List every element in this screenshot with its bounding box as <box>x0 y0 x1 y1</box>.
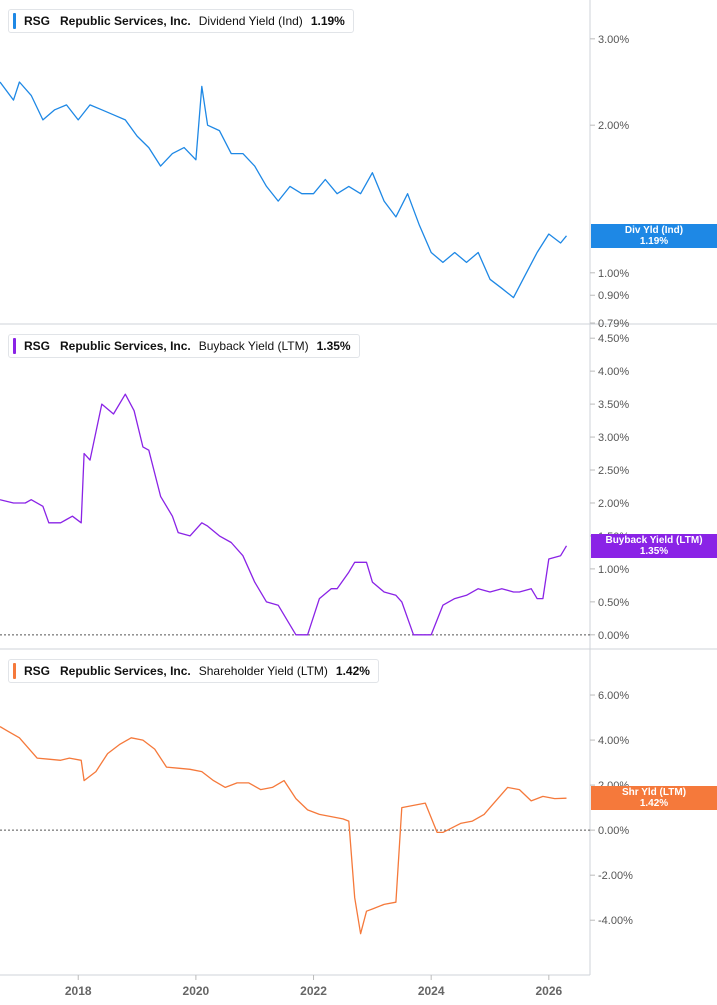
y-tick-label: 3.50% <box>598 399 629 411</box>
y-tick-label: 4.50% <box>598 333 629 345</box>
x-tick-label: 2022 <box>300 984 327 998</box>
series-line <box>0 81 568 299</box>
current-value-flag: Div Yld (Ind) 1.19% <box>591 223 717 248</box>
flag-value: 1.19% <box>639 235 669 247</box>
y-tick-label: -4.00% <box>598 915 633 927</box>
flag-value: 1.35% <box>639 545 669 557</box>
ticker-label: RSG <box>24 14 51 28</box>
y-tick-label: 1.00% <box>598 564 629 576</box>
y-tick-label: 0.90% <box>598 290 629 302</box>
panel-title: RSG Republic Services, Inc. Dividend Yield… <box>8 9 354 33</box>
y-tick-label: 0.00% <box>598 630 629 642</box>
metric-name: Dividend Yield (Ind) <box>198 14 303 28</box>
panel-title: RSG Republic Services, Inc. Shareholder Yi… <box>8 659 379 683</box>
current-value-flag: Shr Yld (LTM) 1.42% <box>591 786 717 811</box>
y-tick-label: -2.00% <box>598 870 633 882</box>
y-tick-label: 2.50% <box>598 465 629 477</box>
metric-value: 1.35% <box>316 339 351 353</box>
company-name: Republic Services, Inc. <box>60 664 191 678</box>
x-tick-label: 2020 <box>183 984 210 998</box>
series-color-marker <box>13 663 16 679</box>
y-tick-label: 3.00% <box>598 34 629 46</box>
flag-label: Shr Yld (LTM) <box>621 787 687 799</box>
y-tick-label: 3.00% <box>598 432 629 444</box>
x-tick-label: 2024 <box>418 984 445 998</box>
current-value-flag: Buyback Yield (LTM) 1.35% <box>591 533 717 558</box>
company-name: Republic Services, Inc. <box>60 14 191 28</box>
y-tick-label: 0.00% <box>598 825 629 837</box>
company-name: Republic Services, Inc. <box>60 339 191 353</box>
flag-value: 1.42% <box>639 798 669 810</box>
flag-label: Div Yld (Ind) <box>624 224 684 236</box>
y-tick-label: 2.00% <box>598 498 629 510</box>
series-color-marker <box>13 338 16 354</box>
flag-label: Buyback Yield (LTM) <box>605 534 703 546</box>
y-tick-label: 6.00% <box>598 690 629 702</box>
ticker-label: RSG <box>24 339 51 353</box>
x-tick-label: 2018 <box>65 984 92 998</box>
panel-title: RSG Republic Services, Inc. Buyback Yield … <box>8 334 360 358</box>
y-tick-label: 2.00% <box>598 120 629 132</box>
x-tick-label: 2026 <box>535 984 562 998</box>
y-tick-label: 0.50% <box>598 597 629 609</box>
metric-name: Shareholder Yield (LTM) <box>198 664 328 678</box>
series-line <box>0 726 567 935</box>
metric-name: Buyback Yield (LTM) <box>198 339 309 353</box>
series-line <box>0 393 568 636</box>
series-color-marker <box>13 13 16 29</box>
y-tick-label: 4.00% <box>598 366 629 378</box>
metric-value: 1.42% <box>335 664 370 678</box>
metric-value: 1.19% <box>310 14 345 28</box>
y-tick-label: 4.00% <box>598 735 629 747</box>
y-tick-label: 1.00% <box>598 268 629 280</box>
ticker-label: RSG <box>24 664 51 678</box>
y-tick-label: 0.79% <box>598 318 629 330</box>
